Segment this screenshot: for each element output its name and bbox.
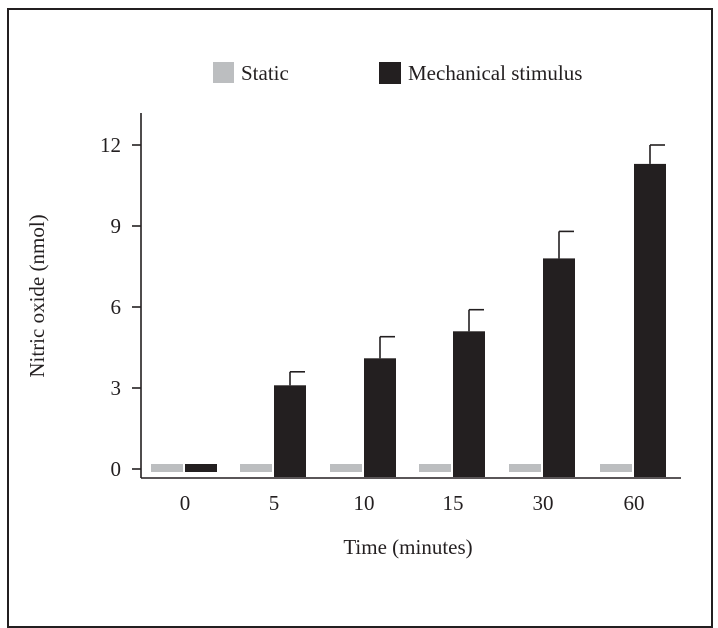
y-tick-label-6: 6 [111, 295, 122, 319]
y-tick-label-3: 3 [111, 376, 122, 400]
legend-label-mechanical-stimulus: Mechanical stimulus [408, 61, 582, 85]
x-axis-label: Time (minutes) [343, 535, 472, 559]
y-tick-label-9: 9 [111, 214, 122, 238]
y-axis-ticks: 0 3 6 9 12 [100, 133, 141, 481]
x-tick-label-15: 15 [443, 491, 464, 515]
x-tick-label-0: 0 [180, 491, 191, 515]
bar-mechanical-5 [274, 385, 306, 477]
bar-static-30 [509, 464, 541, 472]
y-tick-label-0: 0 [111, 457, 122, 481]
bar-static-0 [151, 464, 183, 472]
bar-mechanical-30 [543, 258, 575, 477]
x-axis-ticks: 0 5 10 15 30 60 [180, 491, 645, 515]
bar-static-15 [419, 464, 451, 472]
bar-mechanical-10 [364, 358, 396, 477]
x-tick-label-10: 10 [354, 491, 375, 515]
bar-static-5 [240, 464, 272, 472]
legend-swatch-mechanical-stimulus [379, 62, 401, 84]
bar-static-60 [600, 464, 632, 472]
y-tick-label-12: 12 [100, 133, 121, 157]
bar-mechanical-0 [185, 464, 217, 472]
bar-chart: Static Mechanical stimulus 0 3 6 9 12 0 5 10 15… [25, 61, 681, 559]
legend-label-static: Static [241, 61, 289, 85]
legend: Static Mechanical stimulus [213, 61, 582, 85]
bar-mechanical-60 [634, 163, 666, 477]
legend-swatch-static [213, 62, 234, 83]
figure-frame [7, 8, 713, 628]
bar-mechanical-15 [453, 331, 485, 477]
y-axis-label: Nitric oxide (nmol) [25, 214, 49, 377]
x-tick-label-5: 5 [269, 491, 280, 515]
x-tick-label-30: 30 [533, 491, 554, 515]
x-tick-label-60: 60 [624, 491, 645, 515]
bars [151, 144, 666, 477]
bar-static-10 [330, 464, 362, 472]
